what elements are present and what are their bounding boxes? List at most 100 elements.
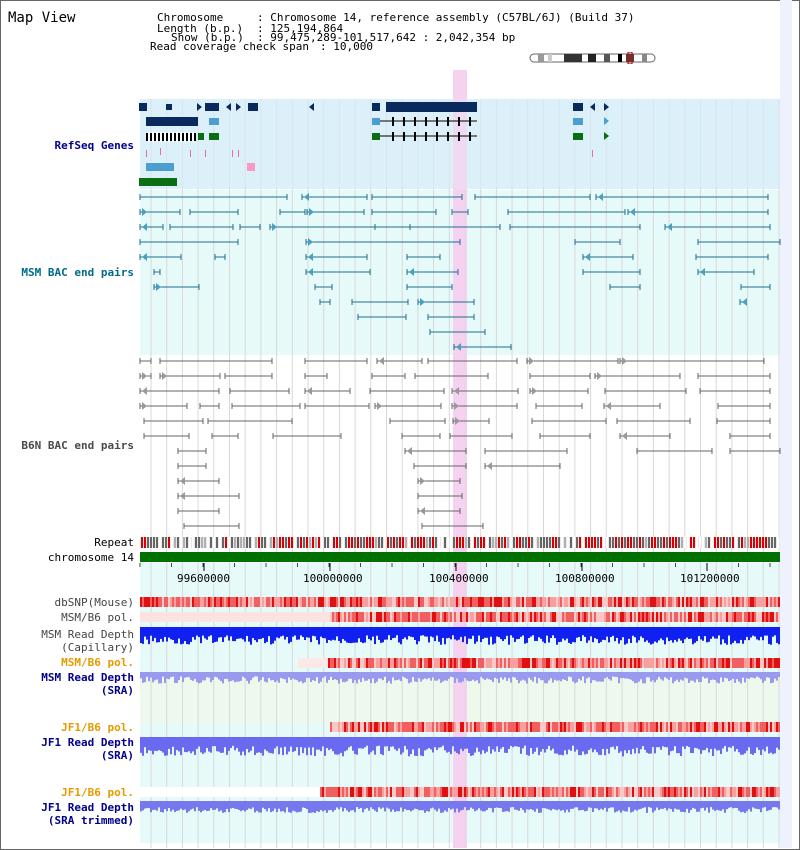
heat-cell <box>522 787 524 797</box>
depth-bar <box>712 627 714 637</box>
chromosome-ideogram[interactable] <box>528 52 658 64</box>
repeat-mark <box>507 537 509 548</box>
depth-bar <box>286 737 288 755</box>
track-label-jf1-depth-trim: JF1 Read Depth <box>41 801 134 814</box>
repeat-mark <box>717 537 719 548</box>
repeat-mark <box>603 537 605 548</box>
heat-cell <box>624 612 626 622</box>
heat-cell <box>576 787 578 797</box>
heat-cell <box>766 658 768 668</box>
depth-bar <box>576 627 578 638</box>
heat-cell <box>362 597 364 607</box>
depth-bar <box>362 627 364 644</box>
heat-cell <box>704 722 706 732</box>
track-label-msm-depth-cap: MSM Read Depth <box>41 628 134 641</box>
depth-bar <box>744 627 746 641</box>
heat-cell <box>574 722 576 732</box>
heat-cell <box>182 597 184 607</box>
depth-bar <box>208 801 210 811</box>
depth-bar <box>372 627 374 637</box>
heat-cell <box>582 722 584 732</box>
heat-cell <box>594 597 596 607</box>
depth-bar <box>488 672 490 680</box>
depth-bar <box>302 801 304 808</box>
heat-cell <box>378 597 380 607</box>
strand-arrow <box>236 103 241 111</box>
repeat-mark <box>699 537 701 548</box>
depth-bar <box>620 672 622 679</box>
heat-cell <box>730 612 732 622</box>
depth-bar <box>396 737 398 751</box>
heat-cell <box>714 722 716 732</box>
depth-bar <box>332 672 334 680</box>
heat-cell <box>778 722 780 732</box>
heat-cell <box>490 787 492 797</box>
depth-bar <box>460 627 462 637</box>
depth-bar <box>192 737 194 752</box>
heat-cell <box>674 597 676 607</box>
depth-bar <box>724 627 726 644</box>
heat-cell <box>722 787 724 797</box>
depth-bar <box>376 627 378 636</box>
track-label-msm-bac[interactable]: MSM BAC end pairs <box>21 266 134 279</box>
track-label-refseq[interactable]: RefSeq Genes <box>54 139 134 152</box>
heat-cell <box>368 612 370 622</box>
depth-bar <box>202 672 204 681</box>
heat-cell <box>742 787 744 797</box>
heat-cell <box>586 597 588 607</box>
depth-bar <box>276 672 278 681</box>
track-label-b6n-bac[interactable]: B6N BAC end pairs <box>21 439 134 452</box>
heat-cell <box>434 597 436 607</box>
depth-bar <box>422 737 424 757</box>
depth-bar <box>740 672 742 684</box>
heat-cell <box>534 787 536 797</box>
heat-cell <box>464 722 466 732</box>
depth-bar <box>358 627 360 639</box>
repeat-mark <box>681 537 683 548</box>
heat-cell <box>328 597 330 607</box>
depth-bar <box>728 737 730 748</box>
depth-bar <box>600 737 602 755</box>
heat-cell <box>716 597 718 607</box>
heat-cell <box>360 597 362 607</box>
depth-bar <box>500 737 502 749</box>
depth-bar <box>140 737 142 753</box>
depth-bar <box>720 627 722 645</box>
depth-bar <box>520 737 522 754</box>
heat-cell <box>674 787 676 797</box>
depth-bar <box>340 801 342 808</box>
heat-cell <box>246 597 248 607</box>
heat-cell <box>486 787 488 797</box>
depth-bar <box>754 737 756 754</box>
strand-arrow <box>180 477 185 485</box>
heat-cell <box>656 658 658 668</box>
heat-cell <box>758 658 760 668</box>
depth-bar <box>354 737 356 755</box>
heat-cell <box>338 722 340 732</box>
heat-cell <box>476 658 478 668</box>
heat-cell <box>572 658 574 668</box>
repeat-mark <box>219 537 221 548</box>
heat-cell <box>598 658 600 668</box>
heat-cell <box>352 787 354 797</box>
heat-cell <box>496 722 498 732</box>
depth-bar <box>188 801 190 812</box>
heat-cell <box>308 597 310 607</box>
depth-bar <box>280 627 282 637</box>
repeat-mark <box>648 537 650 548</box>
heat-cell <box>654 722 656 732</box>
heat-cell <box>632 722 634 732</box>
heat-cell <box>422 597 424 607</box>
gene-exon-tick <box>403 117 405 126</box>
heat-cell <box>768 787 770 797</box>
repeat-mark <box>192 537 194 548</box>
heat-cell <box>554 612 556 622</box>
heat-cell <box>490 597 492 607</box>
depth-bar <box>368 737 370 755</box>
depth-bar <box>676 737 678 754</box>
heat-bg <box>140 612 340 622</box>
depth-bar <box>696 801 698 812</box>
depth-bar <box>364 672 366 681</box>
depth-bar <box>224 737 226 748</box>
